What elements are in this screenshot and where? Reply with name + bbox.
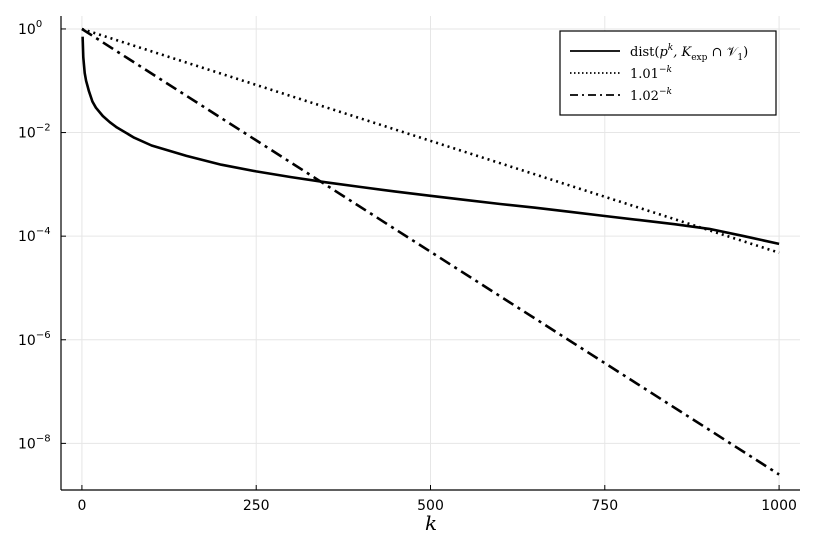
legend-label-part: ∩ 𝒱 xyxy=(707,45,739,60)
legend-label-2: 1.01−k xyxy=(630,65,672,82)
y-tick-base: 10 xyxy=(18,333,36,349)
legend-label-base: 1.02 xyxy=(630,89,659,104)
y-tick-base: 10 xyxy=(18,22,36,38)
y-tick-label: 10−8 xyxy=(18,433,51,452)
legend-label-exponent: −k xyxy=(659,65,672,75)
y-tick-exponent: −8 xyxy=(36,433,51,444)
y-tick-exponent: −6 xyxy=(36,330,51,341)
y-tick-label: 10−2 xyxy=(18,123,51,142)
legend-label-part: 1 xyxy=(737,53,743,63)
legend-label-part: ) xyxy=(743,45,748,60)
x-tick-label: 750 xyxy=(591,498,618,514)
legend-box xyxy=(559,30,777,116)
y-tick-base: 10 xyxy=(18,229,36,245)
y-tick-exponent: −4 xyxy=(36,226,51,237)
legend-label-1: dist(pk, Kexp ∩ 𝒱1) xyxy=(630,43,748,63)
legend-label-base: 1.01 xyxy=(630,67,659,82)
y-tick-label: 100 xyxy=(18,19,42,38)
x-axis-title: k xyxy=(425,511,437,535)
legend-label-part: , K xyxy=(673,45,692,60)
x-tick-label: 0 xyxy=(77,498,86,514)
legend-label-exponent: −k xyxy=(659,87,672,97)
y-tick-exponent: −2 xyxy=(36,123,51,134)
legend-label-part: p xyxy=(659,45,668,60)
y-tick-label: 10−6 xyxy=(18,330,51,349)
x-tick-label: 1000 xyxy=(761,498,797,514)
x-tick-label: 500 xyxy=(417,498,444,514)
x-tick-labels: 0 250 500 750 1000 xyxy=(77,498,796,514)
axes xyxy=(60,16,800,491)
series-lines xyxy=(81,27,780,476)
y-tick-label: 10−4 xyxy=(18,226,51,245)
grid xyxy=(61,16,800,490)
legend: dist(pk, Kexp ∩ 𝒱1)1.01−k1.02−k xyxy=(559,30,777,116)
legend-label-part: k xyxy=(668,43,673,53)
x-tick-label: 250 xyxy=(243,498,270,514)
legend-label-part: exp xyxy=(691,53,707,63)
series-line-2 xyxy=(81,27,780,254)
legend-label-part: dist( xyxy=(630,45,659,60)
y-tick-base: 10 xyxy=(18,126,36,142)
y-tick-base: 10 xyxy=(18,436,36,452)
legend-label-3: 1.02−k xyxy=(630,87,672,104)
series-line-1 xyxy=(81,36,780,246)
y-tick-exponent: 0 xyxy=(36,19,42,30)
